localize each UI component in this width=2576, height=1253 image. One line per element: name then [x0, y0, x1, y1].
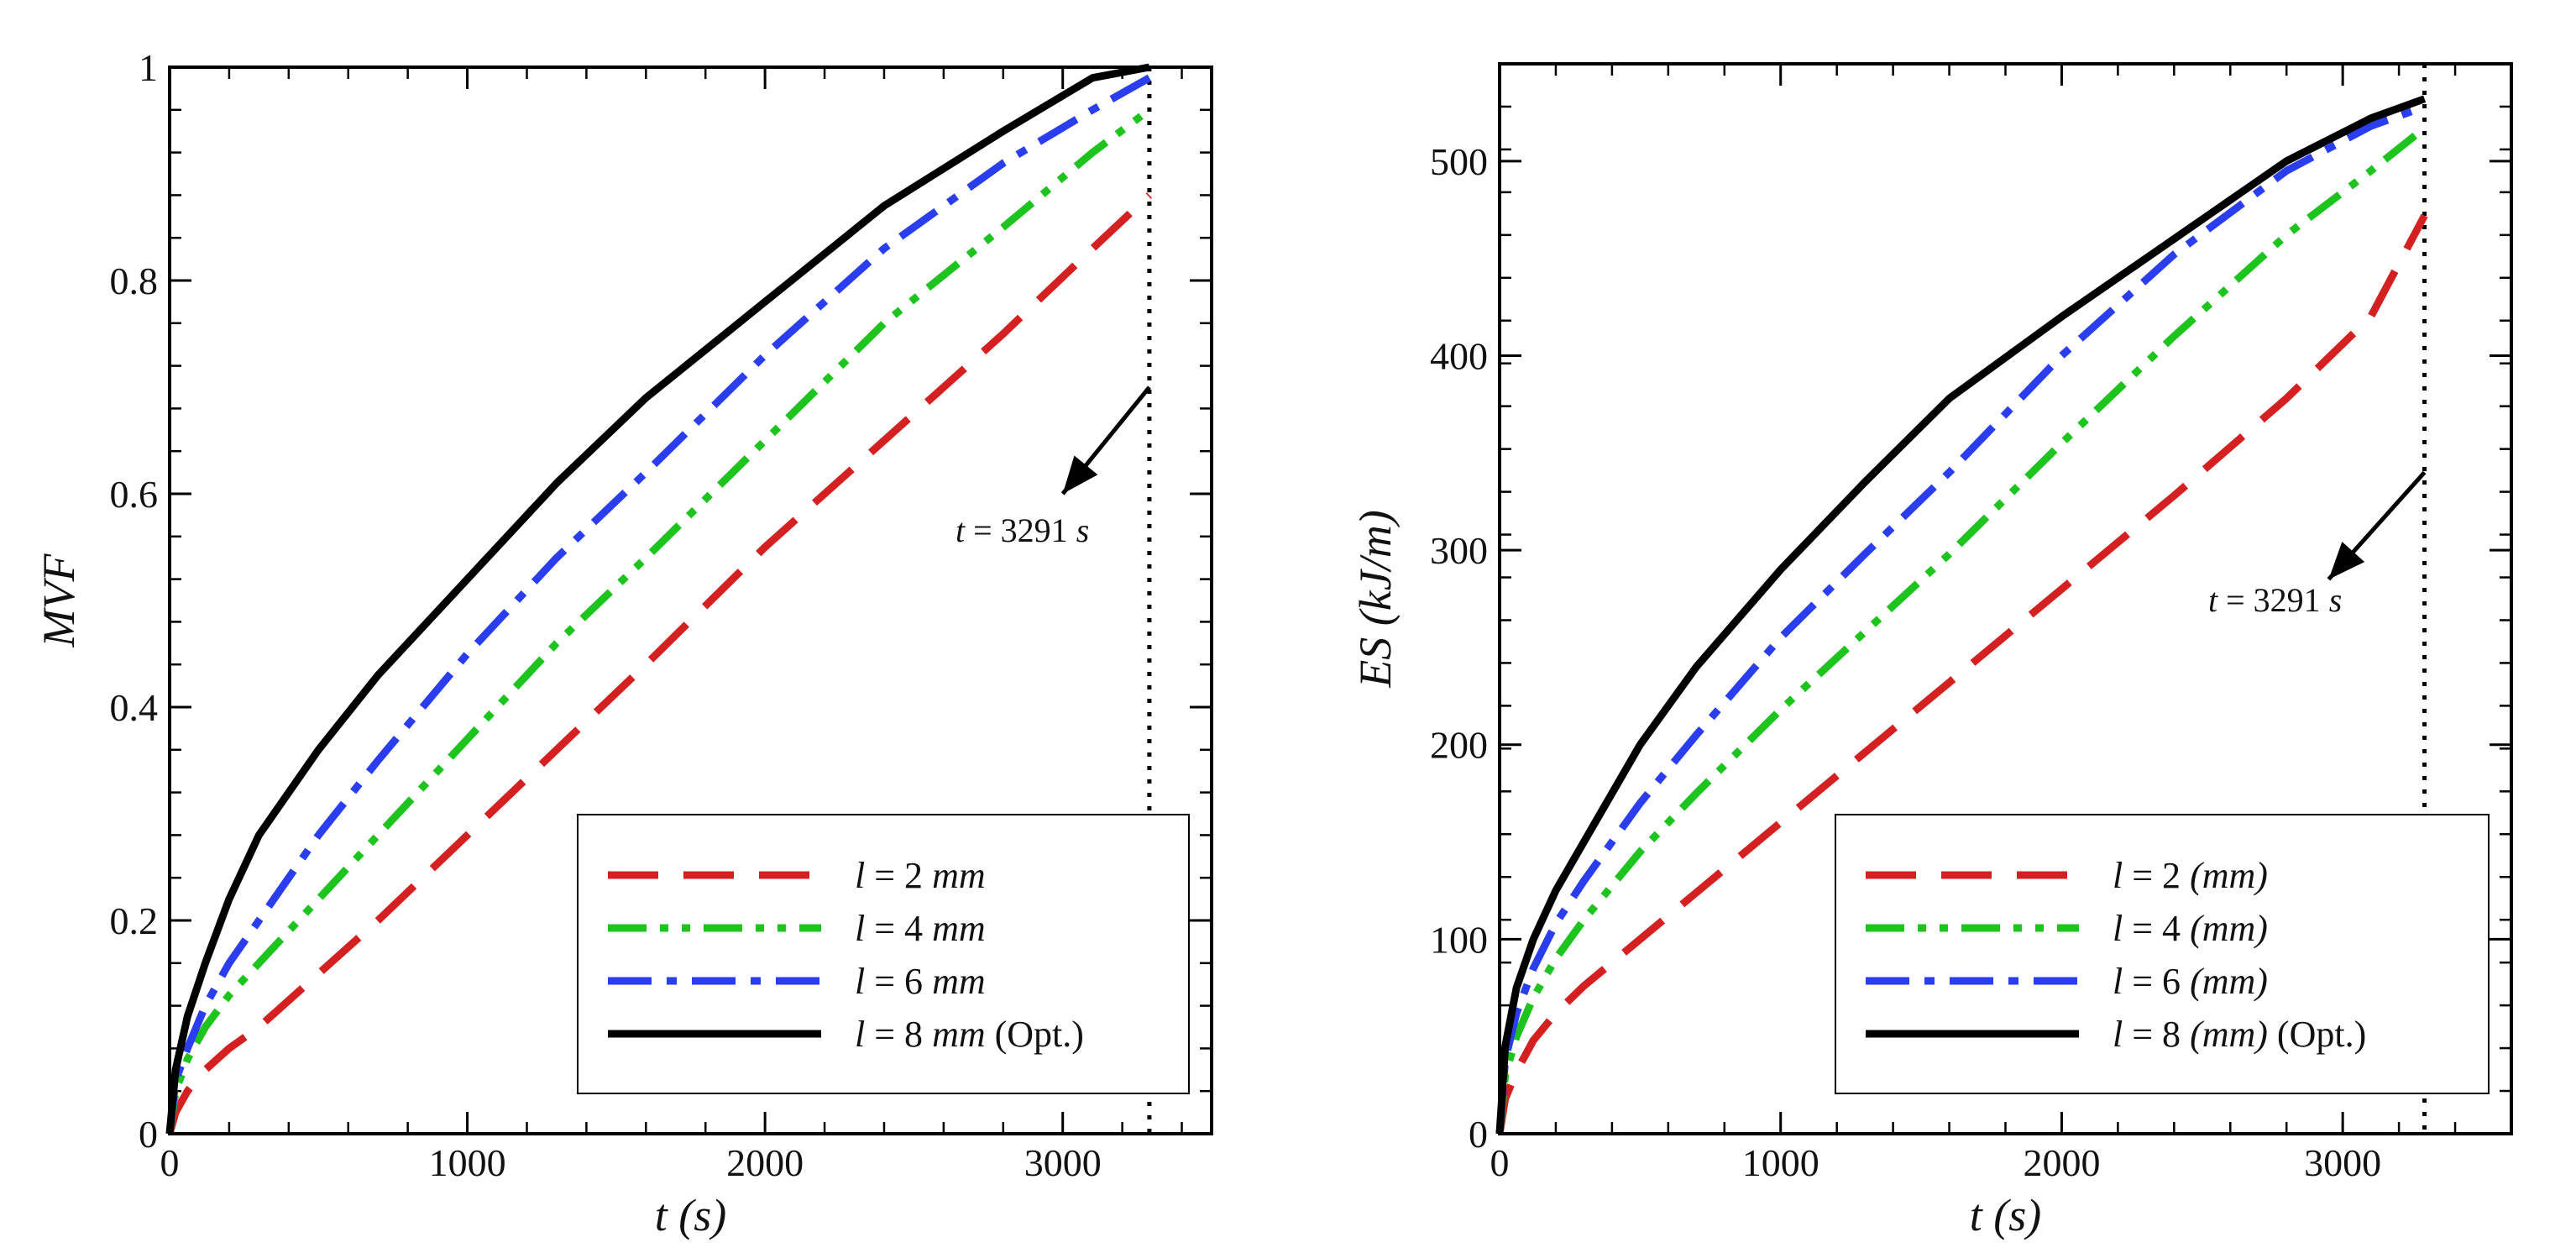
- plot-frame: [168, 66, 1213, 1135]
- y-tick-label: 200: [1430, 724, 1488, 767]
- x-tick-label: 0: [1490, 1141, 1510, 1184]
- x-tick-label: 0: [160, 1141, 180, 1184]
- x-tick-label: 1000: [429, 1141, 506, 1184]
- series-line-2: [1495, 124, 2427, 1135]
- legend-label-1: l = 2 (mm): [2113, 855, 2268, 896]
- x-tick-label: 2000: [2023, 1141, 2100, 1184]
- y-tick-label: 500: [1430, 140, 1488, 183]
- legend-label-1: l = 2 mm: [855, 855, 986, 896]
- y-tick-label: 0: [139, 1113, 158, 1156]
- legend-label-2: l = 4 (mm): [2113, 908, 2268, 949]
- plot-frame: [1498, 62, 2513, 1135]
- annotation-arrow-head: [2328, 542, 2365, 579]
- legend-box: [1835, 814, 2490, 1094]
- y-tick-label: 0: [1469, 1113, 1488, 1156]
- y-axis-label: MVF: [34, 553, 84, 648]
- y-tick-label: 0.8: [110, 260, 159, 302]
- legend-label-2: l = 4 mm: [855, 908, 986, 949]
- series-line-1: [165, 192, 1152, 1135]
- legend-box: [577, 814, 1190, 1094]
- y-tick-label: 0.4: [110, 686, 159, 729]
- legend-label-4: l = 8 (mm) (Opt.): [2113, 1014, 2366, 1055]
- annotation-text: t = 3291 s: [956, 511, 1089, 549]
- x-tick-label: 3000: [2304, 1141, 2381, 1184]
- y-tick-label: 0.2: [110, 899, 159, 942]
- x-tick-label: 2000: [726, 1141, 804, 1184]
- legend-label-3: l = 6 (mm): [2113, 961, 2268, 1002]
- series-line-3: [1495, 102, 2427, 1135]
- y-tick-label: 400: [1430, 334, 1488, 377]
- x-tick-label: 3000: [1024, 1141, 1102, 1184]
- legend-label-4: l = 8 mm (Opt.): [855, 1014, 1084, 1055]
- series-line-2: [165, 107, 1152, 1135]
- x-tick-label: 1000: [1742, 1141, 1819, 1184]
- chart-1: 0 1000 2000 3000 0 0.2 0.4 0.6 0.8 1 t = 3291 s l =…: [34, 46, 1213, 1240]
- x-axis-label: t (s): [1970, 1190, 2042, 1240]
- y-axis-label: ES (kJ/m): [1350, 510, 1401, 688]
- annotation-arrow-head: [1062, 455, 1098, 494]
- series-line-4: [165, 63, 1150, 1135]
- y-tick-label: 300: [1430, 529, 1488, 572]
- annotation-text: t = 3291 s: [2208, 581, 2342, 619]
- y-tick-label: 100: [1430, 918, 1488, 961]
- chart-2: 0 1000 2000 3000 0 100 200 300 400 500 t = 3291 s l…: [1350, 62, 2513, 1240]
- y-tick-label: 1: [139, 46, 158, 89]
- x-axis-label: t (s): [655, 1190, 727, 1240]
- series-line-3: [165, 74, 1152, 1135]
- series-line-1: [1495, 213, 2428, 1135]
- legend-label-3: l = 6 mm: [855, 961, 986, 1002]
- series-line-4: [1495, 95, 2427, 1135]
- y-tick-label: 0.6: [110, 473, 159, 516]
